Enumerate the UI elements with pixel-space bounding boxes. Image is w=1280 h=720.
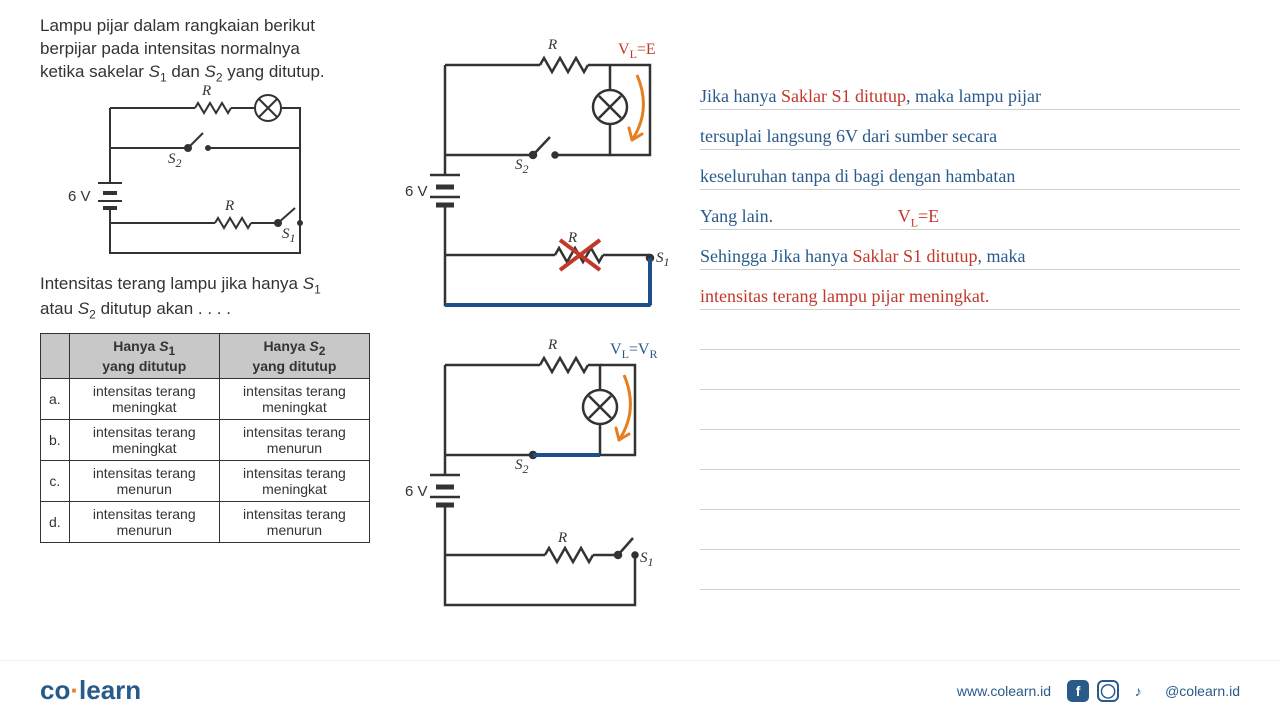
question-text: Intensitas terang lampu jika hanya S1 at… (40, 273, 390, 323)
r-label: R (202, 83, 211, 100)
hw-line: Yang lain. VL=E (700, 190, 1240, 230)
logo: co·learn (40, 675, 141, 706)
table-row: b.intensitas terang meningkatintensitas … (41, 420, 370, 461)
footer-url: www.colearn.id (957, 683, 1051, 699)
voltage-label: 6 V (68, 188, 91, 205)
explanation-notes: Jika hanya Saklar S1 ditutup, maka lampu… (700, 15, 1240, 640)
vl-e-annotation: VL=E (618, 41, 656, 62)
hw-line: tersuplai langsung 6V dari sumber secara (700, 110, 1240, 150)
table-row: a.intensitas terang meningkatintensitas … (41, 379, 370, 420)
footer: co·learn www.colearn.id f ◯ ♪ @colearn.i… (0, 660, 1280, 720)
problem-statement: Lampu pijar dalam rangkaian berikut berp… (40, 15, 390, 85)
table-row: c.intensitas terang menurunintensitas te… (41, 461, 370, 502)
s1-label: S1 (656, 250, 670, 270)
hw-line-empty (700, 470, 1240, 510)
s2-label: S2 (515, 457, 529, 477)
circuit-original: 6 V R R S2 S1 (40, 93, 350, 263)
s1-label: S1 (282, 226, 296, 246)
facebook-icon: f (1067, 680, 1089, 702)
hw-line-empty (700, 310, 1240, 350)
hw-line: Sehingga Jika hanya Saklar S1 ditutup, m… (700, 230, 1240, 270)
s2-label: S2 (515, 157, 529, 177)
hw-line-empty (700, 550, 1240, 590)
circuit-s2-closed: 6 V R R S2 S1 VL=VR (400, 345, 680, 625)
hw-line: Jika hanya Saklar S1 ditutup, maka lampu… (700, 70, 1240, 110)
voltage-label: 6 V (405, 483, 428, 500)
hw-line-empty (700, 390, 1240, 430)
table-row: d.intensitas terang menurunintensitas te… (41, 502, 370, 543)
s2-label: S2 (168, 151, 182, 171)
circuit-s1-closed: 6 V R R S2 S1 VL=E (400, 45, 680, 325)
s1-label: S1 (640, 550, 654, 570)
table-header-s2: Hanya S2yang ditutup (219, 334, 369, 379)
voltage-label: 6 V (405, 183, 428, 200)
vl-vr-annotation: VL=VR (610, 341, 658, 362)
r-label: R (558, 530, 567, 547)
footer-handle: @colearn.id (1165, 683, 1240, 699)
r-label: R (568, 230, 577, 247)
table-header-s1: Hanya S1yang ditutup (69, 334, 219, 379)
hw-line: keseluruhan tanpa di bagi dengan hambata… (700, 150, 1240, 190)
hw-line-empty (700, 510, 1240, 550)
r-label: R (548, 37, 557, 54)
answer-table: Hanya S1yang ditutup Hanya S2yang ditutu… (40, 333, 370, 543)
r-label-2: R (225, 198, 234, 215)
hw-line: intensitas terang lampu pijar meningkat. (700, 270, 1240, 310)
hw-line-empty (700, 350, 1240, 390)
r-label: R (548, 337, 557, 354)
tiktok-icon: ♪ (1127, 680, 1149, 702)
instagram-icon: ◯ (1097, 680, 1119, 702)
hw-line-empty (700, 430, 1240, 470)
